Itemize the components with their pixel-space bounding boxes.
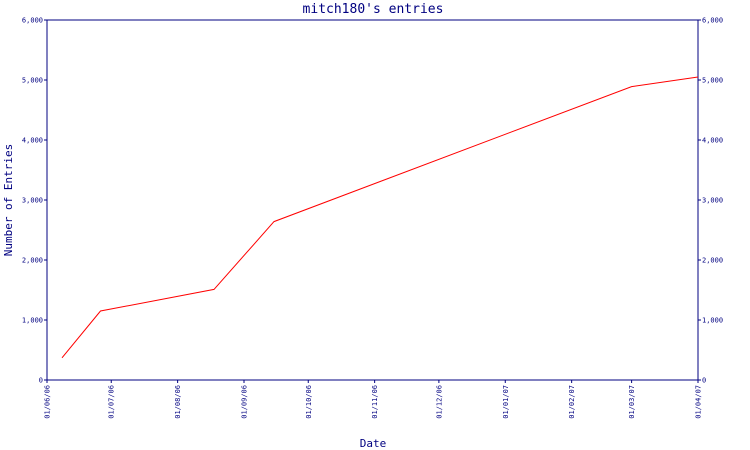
y-right-tick-label-1: 1,000 [702, 317, 723, 325]
y-right-tick-label-6: 6,000 [702, 17, 723, 25]
series-line-0 [61, 76, 699, 359]
y-axis-left: 0 1,000 2,000 3,000 4,000 5,000 6,000 [22, 17, 47, 385]
x-tick-label-6: 01/12/06 [435, 385, 443, 419]
y-left-tick-label-6: 6,000 [22, 17, 43, 25]
y-right-tick-label-5: 5,000 [702, 77, 723, 85]
y-left-tick-label-2: 2,000 [22, 257, 43, 265]
x-tick-label-5: 01/11/06 [371, 385, 379, 419]
x-axis: 01/06/06 01/07/06 01/08/06 01/09/06 01/10/06… [44, 380, 703, 419]
y-right-tick-label-2: 2,000 [702, 257, 723, 265]
y-right-tick-label-0: 0 [702, 377, 706, 385]
x-tick-label-2: 01/08/06 [174, 385, 182, 419]
x-tick-label-7: 01/01/07 [502, 385, 510, 419]
y-axis-label: Number of Entries [2, 144, 15, 257]
x-tick-label-9: 01/03/07 [628, 385, 636, 419]
x-tick-label-3: 01/09/06 [241, 385, 249, 419]
x-tick-label-1: 01/07/06 [108, 385, 116, 419]
x-tick-label-10: 01/04/07 [695, 385, 703, 419]
x-axis-label: Date [360, 437, 387, 450]
y-right-tick-label-3: 3,000 [702, 197, 723, 205]
y-left-tick-label-3: 3,000 [22, 197, 43, 205]
y-right-tick-label-4: 4,000 [702, 137, 723, 145]
y-left-tick-label-5: 5,000 [22, 77, 43, 85]
y-left-tick-label-1: 1,000 [22, 317, 43, 325]
x-tick-label-8: 01/02/07 [568, 385, 576, 419]
y-left-tick-label-4: 4,000 [22, 137, 43, 145]
y-left-tick-label-0: 0 [39, 377, 43, 385]
x-tick-label-4: 01/10/06 [305, 385, 313, 419]
series-layer [61, 76, 699, 359]
chart-title: mitch180's entries [303, 2, 444, 17]
x-tick-label-0: 01/06/06 [44, 385, 52, 419]
